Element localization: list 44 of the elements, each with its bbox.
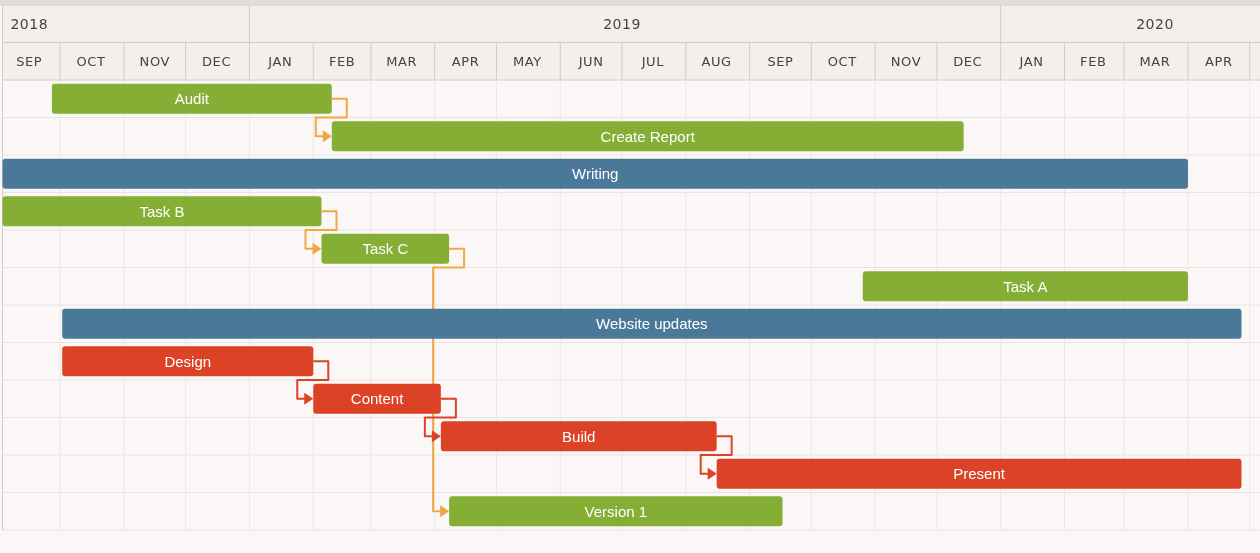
x-tick-label: JAN: [267, 53, 293, 69]
bar: [51, 83, 332, 114]
y-tick-label: Design: [164, 352, 212, 370]
x-tick-label: AUG: [701, 53, 732, 69]
x-tick-label: FEB: [328, 53, 356, 69]
x-tick-label: MAR: [386, 53, 418, 69]
y-tick-label: Task C: [362, 240, 409, 257]
y-tick-label: Present: [953, 465, 1006, 482]
x-tick-label: MAR: [1139, 53, 1171, 69]
y-tick-label: Version 1: [584, 502, 648, 520]
x-tick-label: JUN: [577, 53, 604, 69]
x2-tick-label: 2018: [10, 15, 49, 32]
x-tick-label: APR: [451, 53, 480, 69]
bar: [62, 346, 314, 377]
x-tick-label: JAN: [1018, 53, 1044, 69]
x-tick-label: OCT: [76, 53, 106, 69]
x-tick-label: NOV: [890, 53, 922, 69]
x2-tick-label: 2020: [1136, 15, 1174, 32]
x-tick-label: SEP: [767, 53, 794, 69]
x-tick-label: FEB: [1080, 53, 1107, 69]
x-tick-label: DEC: [953, 53, 983, 69]
bar: [2, 196, 322, 227]
x-tick-label: OCT: [827, 53, 857, 69]
x-tick-label: NOV: [139, 53, 171, 69]
y-tick-label: Writing: [572, 165, 619, 182]
y-tick-label: Task A: [1003, 277, 1048, 295]
y-tick-label: Audit: [174, 90, 210, 107]
x-tick-label: MAY: [512, 53, 542, 69]
bar: [862, 271, 1188, 302]
x2-tick-label: 2019: [603, 15, 641, 32]
x-tick-label: APR: [1205, 53, 1233, 69]
bar: [321, 233, 450, 264]
bar: [331, 121, 964, 152]
x-tick-label: DEC: [201, 53, 232, 69]
y-tick-label: Create Report: [600, 127, 696, 145]
x-tick-label: JUL: [640, 53, 665, 69]
bar: [62, 308, 1242, 339]
y-tick-label: Content: [350, 390, 405, 407]
bar: [449, 496, 783, 527]
x-tick-label: SEP: [16, 53, 43, 69]
y-tick-label: Build: [562, 427, 596, 445]
bar: [2, 158, 1188, 189]
y-tick-label: Task B: [139, 202, 185, 220]
y-tick-label: Website updates: [596, 315, 708, 332]
